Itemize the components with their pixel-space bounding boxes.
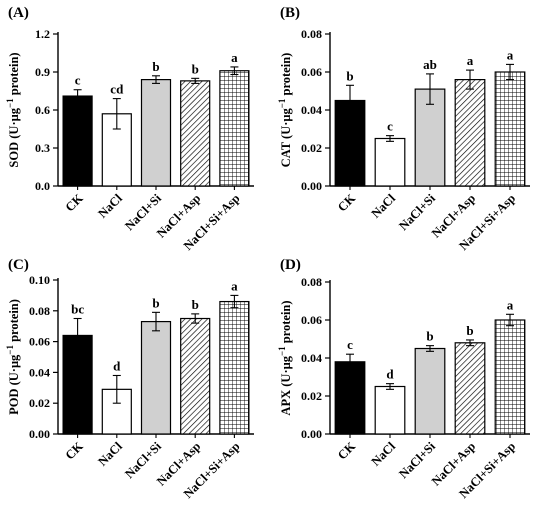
significance-label: c — [75, 73, 81, 88]
significance-label: c — [347, 337, 353, 352]
significance-label: b — [152, 295, 159, 310]
y-axis-label: SOD (U·μg−1 protein) — [5, 52, 21, 167]
bar — [454, 342, 486, 435]
y-axis-label: POD (U·μg−1 protein) — [5, 299, 21, 415]
x-tick-label: NaCl — [369, 191, 399, 221]
bar — [180, 80, 211, 187]
chart-panel-3: (D) APX (U·μg−1 protein) 0.00 0.02 0.04 0.06 0… — [277, 257, 530, 501]
bar — [62, 95, 93, 187]
y-tick-label: 0.04 — [301, 351, 322, 365]
x-tick-label: NaCl — [95, 439, 125, 469]
y-tick-label: 1.2 — [35, 27, 50, 41]
panel-label: (D) — [280, 257, 301, 273]
bar — [180, 317, 211, 435]
y-tick-label: 0.9 — [35, 65, 50, 79]
bar — [494, 71, 526, 187]
y-tick-label: 0.02 — [301, 141, 322, 155]
panel-label: (A) — [8, 5, 29, 21]
significance-label: b — [192, 297, 199, 312]
significance-label: b — [152, 59, 159, 74]
significance-label: b — [192, 61, 199, 76]
y-tick-label: 0.04 — [301, 103, 322, 117]
bar — [140, 320, 172, 435]
y-tick-label: 0.00 — [301, 427, 322, 441]
x-tick-label: NaCl — [95, 191, 125, 221]
y-axis-label: APX (U·μg−1 protein) — [277, 300, 293, 415]
y-tick-label: 0.02 — [29, 396, 50, 410]
significance-label: a — [231, 50, 238, 65]
significance-label: a — [507, 297, 514, 312]
bar — [414, 88, 446, 187]
chart-panel-0: (A) SOD (U·μg−1 protein) 0.0 0.3 0.6 0.9 1.2 c C… — [5, 5, 254, 253]
y-tick-label: 0.06 — [301, 65, 322, 79]
y-tick-label: 0.00 — [301, 179, 322, 193]
significance-label: a — [507, 47, 514, 62]
bar — [414, 347, 446, 435]
bar — [140, 78, 172, 187]
significance-label: bc — [71, 302, 84, 317]
bar — [454, 78, 486, 187]
significance-label: d — [113, 358, 121, 373]
significance-label: a — [231, 278, 238, 293]
x-tick-label: NaCl — [369, 439, 399, 469]
y-tick-label: 0.3 — [35, 141, 50, 155]
significance-label: c — [387, 119, 393, 134]
panel-label: (B) — [280, 5, 300, 21]
bar — [219, 300, 250, 435]
bar — [219, 70, 250, 187]
y-tick-label: 0.6 — [35, 103, 50, 117]
bar — [334, 361, 366, 435]
significance-label: cd — [110, 82, 124, 97]
panel-label: (C) — [8, 257, 29, 273]
x-tick-label: CK — [335, 191, 358, 214]
bar — [494, 319, 526, 435]
x-tick-label: CK — [63, 191, 86, 214]
bar — [374, 385, 406, 435]
y-tick-label: 0.10 — [29, 273, 50, 287]
significance-label: ab — [423, 57, 437, 72]
y-tick-label: 0.08 — [301, 275, 322, 289]
y-tick-label: 0.06 — [29, 335, 50, 349]
y-tick-label: 0.02 — [301, 389, 322, 403]
y-tick-label: 0.08 — [301, 27, 322, 41]
significance-label: d — [386, 367, 394, 382]
y-tick-label: 0.0 — [35, 179, 50, 193]
chart-panel-2: (C) POD (U·μg−1 protein) 0.00 0.02 0.04 0.06 0… — [5, 257, 254, 501]
y-tick-label: 0.00 — [29, 427, 50, 441]
y-tick-label: 0.08 — [29, 304, 50, 318]
y-tick-label: 0.06 — [301, 313, 322, 327]
significance-label: b — [466, 323, 473, 338]
x-tick-label: CK — [63, 439, 86, 462]
significance-label: b — [426, 329, 433, 344]
significance-label: a — [467, 53, 474, 68]
chart-panel-1: (B) CAT (U·μg−1 protein) 0.00 0.02 0.04 0.06 0… — [277, 5, 530, 253]
significance-label: b — [346, 68, 353, 83]
y-tick-label: 0.04 — [29, 365, 50, 379]
y-axis-label: CAT (U·μg−1 protein) — [277, 53, 293, 168]
bar — [374, 137, 406, 187]
x-tick-label: CK — [335, 439, 358, 462]
